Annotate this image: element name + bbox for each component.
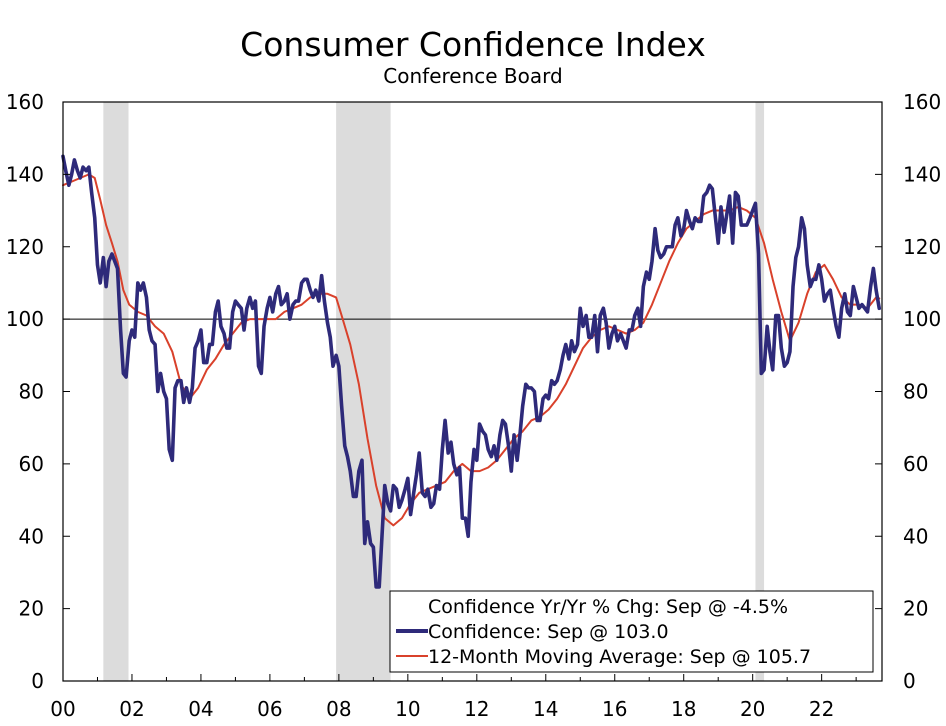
y-tick-label-right-100: 100 xyxy=(903,307,941,331)
x-tick-label-10: 10 xyxy=(395,697,420,721)
legend-box xyxy=(389,590,874,673)
y-tick-label-left-20: 20 xyxy=(19,597,44,621)
x-axis: 00 02 04 06 08 10 12 14 16 18 20 22 xyxy=(50,674,857,721)
y-tick-label-right-160: 160 xyxy=(903,90,941,114)
x-tick-label-14: 14 xyxy=(533,697,558,721)
y-tick-label-left-120: 120 xyxy=(6,235,44,259)
x-tick-label-22: 22 xyxy=(809,697,834,721)
series-lines xyxy=(61,154,882,589)
x-tick-label-06: 06 xyxy=(257,697,282,721)
y-tick-label-right-120: 120 xyxy=(903,235,941,259)
y-tick-label-left-40: 40 xyxy=(19,524,44,548)
legend-label-moving-average: 12-Month Moving Average: Sep @ 105.7 xyxy=(428,646,811,668)
x-tick-label-04: 04 xyxy=(188,697,213,721)
y-tick-label-right-60: 60 xyxy=(903,452,928,476)
y-tick-label-left-100: 100 xyxy=(6,307,44,331)
x-tick-label-16: 16 xyxy=(602,697,627,721)
chart-subtitle: Conference Board xyxy=(383,64,562,88)
legend: Confidence Yr/Yr % Chg: Sep @ -4.5% Conf… xyxy=(389,590,874,673)
y-axis-left: 0 20 40 60 80 100 120 140 160 xyxy=(6,90,70,693)
y-tick-label-right-20: 20 xyxy=(903,597,928,621)
x-tick-label-00: 00 xyxy=(50,697,75,721)
y-tick-label-right-0: 0 xyxy=(903,669,916,693)
recession-band-0 xyxy=(103,102,129,681)
y-tick-label-right-80: 80 xyxy=(903,380,928,404)
recession-shading xyxy=(103,102,765,681)
recession-band-1 xyxy=(336,102,391,681)
legend-label-confidence: Confidence: Sep @ 103.0 xyxy=(428,621,669,643)
y-tick-label-left-80: 80 xyxy=(19,380,44,404)
y-tick-label-right-140: 140 xyxy=(903,162,941,186)
y-tick-label-left-140: 140 xyxy=(6,162,44,186)
legend-header: Confidence Yr/Yr % Chg: Sep @ -4.5% xyxy=(428,596,788,618)
y-tick-label-right-40: 40 xyxy=(903,524,928,548)
y-tick-label-left-0: 0 xyxy=(31,669,44,693)
y-tick-label-left-160: 160 xyxy=(6,90,44,114)
series-line-confidence xyxy=(61,154,882,589)
x-tick-label-12: 12 xyxy=(464,697,489,721)
recession-band-2 xyxy=(755,102,765,681)
y-tick-label-left-60: 60 xyxy=(19,452,44,476)
x-tick-label-20: 20 xyxy=(740,697,765,721)
x-tick-label-08: 08 xyxy=(326,697,351,721)
y-axis-right: 0 20 40 60 80 100 120 140 160 xyxy=(875,90,941,693)
chart-title: Consumer Confidence Index xyxy=(240,25,706,64)
x-tick-label-02: 02 xyxy=(119,697,144,721)
x-tick-label-18: 18 xyxy=(671,697,696,721)
